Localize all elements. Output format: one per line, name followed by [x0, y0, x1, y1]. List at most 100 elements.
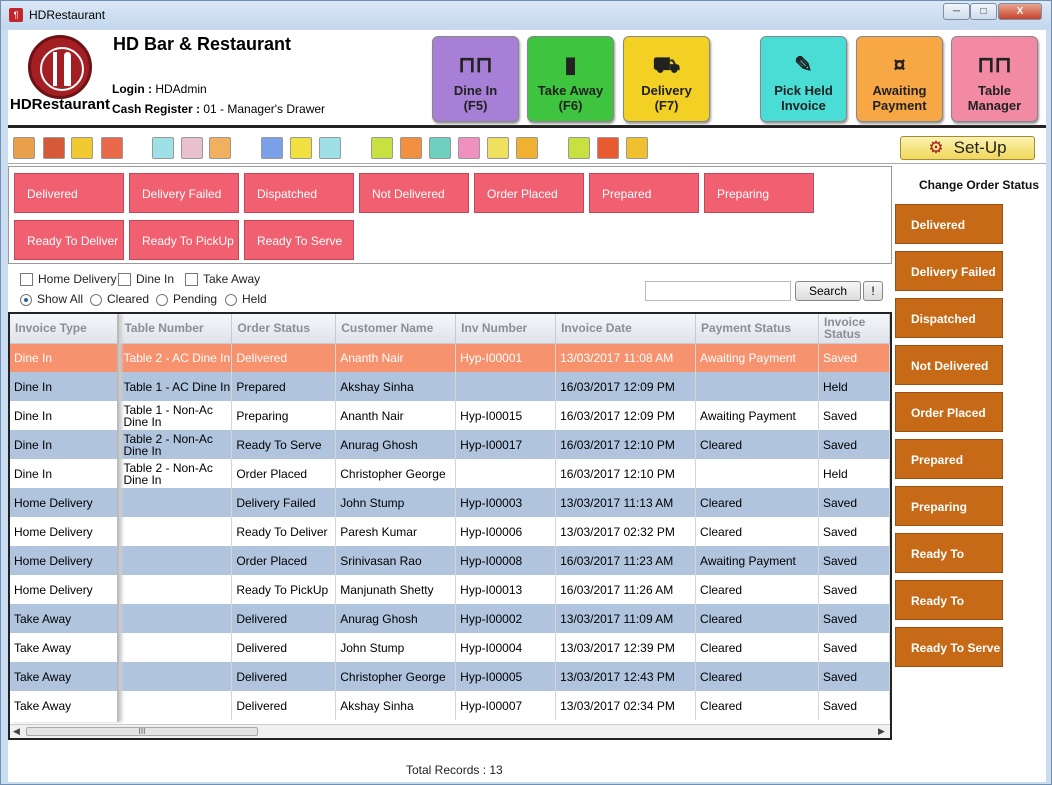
- table-row[interactable]: Take Away Delivered Anurag Ghosh Hyp-I00002…: [10, 604, 890, 633]
- money-icon: ¤: [893, 52, 906, 77]
- horizontal-scrollbar[interactable]: ◀ III ▶: [10, 724, 890, 738]
- toolbar-icon-9[interactable]: [290, 137, 312, 159]
- table-row[interactable]: Take Away Delivered Christopher George Hyp-…: [10, 662, 890, 691]
- column-header[interactable]: Invoice Type: [10, 314, 120, 344]
- delivery-button[interactable]: ⛟ Delivery (F7): [623, 36, 710, 122]
- show-all-radio[interactable]: Show All: [20, 292, 83, 306]
- table-manager-button[interactable]: ⊓⊓ Table Manager: [951, 36, 1038, 122]
- side-status-button[interactable]: Prepared: [895, 439, 1003, 479]
- filter-dispatched-button[interactable]: Dispatched: [244, 173, 354, 213]
- setup-label: Set-Up: [953, 138, 1007, 157]
- table-row[interactable]: Dine In Table 1 - Non-Ac Dine In Preparing…: [10, 401, 890, 430]
- table-cell: [118, 604, 233, 633]
- table-cell: Ready To Deliver: [231, 517, 337, 546]
- toolbar-icon-15[interactable]: [487, 137, 509, 159]
- filter-ready-to-pickup-button[interactable]: Ready To PickUp: [129, 220, 239, 260]
- side-status-button[interactable]: Ready To PickUp: [895, 580, 1003, 648]
- toolbar-icon-8[interactable]: [261, 137, 283, 159]
- maximize-button[interactable]: □: [970, 3, 997, 20]
- pending-radio[interactable]: Pending: [156, 292, 217, 306]
- filter-prepared-button[interactable]: Prepared: [589, 173, 699, 213]
- column-header[interactable]: Payment Status: [695, 314, 819, 344]
- table-row[interactable]: Take Away Delivered John Stump Hyp-I00004 13…: [10, 633, 890, 662]
- awaiting-payment-button[interactable]: ¤ Awaiting Payment: [856, 36, 943, 122]
- filter-ready-to-deliver-button[interactable]: Ready To Deliver: [14, 220, 124, 260]
- table-row[interactable]: Dine In Table 2 - Non-Ac Dine In Order Pla…: [10, 459, 890, 488]
- table-row[interactable]: Home Delivery Ready To Deliver Paresh Kuma…: [10, 517, 890, 546]
- column-header[interactable]: Invoice Date: [555, 314, 697, 344]
- scroll-left-icon[interactable]: ◀: [13, 726, 20, 736]
- toolbar-icon-11[interactable]: [371, 137, 393, 159]
- table-cell: John Stump: [335, 488, 457, 517]
- app-icon: ¶: [9, 8, 23, 22]
- home-delivery-checkbox[interactable]: Home Delivery: [20, 272, 117, 287]
- close-button[interactable]: X: [998, 3, 1042, 20]
- column-header[interactable]: Invoice Status: [818, 314, 890, 344]
- filter-delivered-button[interactable]: Delivered: [14, 173, 124, 213]
- table-row[interactable]: Dine In Table 1 - AC Dine In Prepared Aksha…: [10, 372, 890, 401]
- toolbar: ⚙ Set-Up: [8, 132, 1046, 164]
- scroll-thumb[interactable]: III: [26, 727, 258, 736]
- toolbar-icon-10[interactable]: [319, 137, 341, 159]
- toolbar-icon-16[interactable]: [516, 137, 538, 159]
- toolbar-icon-2[interactable]: [43, 137, 65, 159]
- table-cell: Saved: [818, 604, 890, 633]
- held-radio[interactable]: Held: [225, 292, 267, 306]
- header: HDRestaurant HD Bar & Restaurant Login :…: [8, 30, 1046, 128]
- toolbar-icon-18[interactable]: [597, 137, 619, 159]
- toolbar-icon-19[interactable]: [626, 137, 648, 159]
- toolbar-icon-3[interactable]: [71, 137, 93, 159]
- side-status-button[interactable]: Not Delivered: [895, 345, 1003, 385]
- table-row[interactable]: Take Away Delivered Akshay Sinha Hyp-I00007…: [10, 691, 890, 720]
- table-row[interactable]: Home Delivery Order Placed Srinivasan Rao H…: [10, 546, 890, 575]
- table-cell: Awaiting Payment: [695, 401, 819, 430]
- toolbar-icon-12[interactable]: [400, 137, 422, 159]
- toolbar-icon-14[interactable]: [458, 137, 480, 159]
- filter-delivery-failed-button[interactable]: Delivery Failed: [129, 173, 239, 213]
- column-header[interactable]: Customer Name: [335, 314, 457, 344]
- table-manager-label: Table: [978, 83, 1011, 98]
- side-status-button[interactable]: Dispatched: [895, 298, 1003, 338]
- minimize-button[interactable]: ─: [943, 3, 970, 20]
- filter-not-delivered-button[interactable]: Not Delivered: [359, 173, 469, 213]
- side-status-button[interactable]: Ready To Serve: [895, 627, 1003, 667]
- toolbar-icon-7[interactable]: [209, 137, 231, 159]
- table-cell: 13/03/2017 12:39 PM: [555, 633, 697, 662]
- table-row[interactable]: Home Delivery Delivery Failed John Stump Hy…: [10, 488, 890, 517]
- table-row[interactable]: Home Delivery Ready To PickUp Manjunath Sh…: [10, 575, 890, 604]
- filter-order-placed-button[interactable]: Order Placed: [474, 173, 584, 213]
- cleared-radio[interactable]: Cleared: [90, 292, 149, 306]
- toolbar-icon-1[interactable]: [13, 137, 35, 159]
- toolbar-icon-13[interactable]: [429, 137, 451, 159]
- pick-held-invoice-button[interactable]: ✎ Pick Held Invoice: [760, 36, 847, 122]
- cleared-label: Cleared: [107, 292, 150, 306]
- take-away-button[interactable]: ▮ Take Away (F6): [527, 36, 614, 122]
- column-header[interactable]: Inv Number: [455, 314, 557, 344]
- side-status-button[interactable]: Preparing: [895, 486, 1003, 526]
- column-header[interactable]: Order Status: [231, 314, 337, 344]
- show-all-label: Show All: [37, 292, 84, 306]
- search-button[interactable]: Search: [795, 281, 861, 301]
- cash-register-info: Cash Register : 01 - Manager's Drawer: [112, 102, 325, 116]
- table-row[interactable]: Dine In Table 2 - Non-Ac Dine In Ready To …: [10, 430, 890, 459]
- toolbar-icon-4[interactable]: [101, 137, 123, 159]
- take-away-checkbox[interactable]: Take Away: [185, 272, 260, 287]
- toolbar-icon-17[interactable]: [568, 137, 590, 159]
- scroll-right-icon[interactable]: ▶: [878, 726, 885, 736]
- table-row[interactable]: Dine In Table 2 - AC Dine In Delivered Anan…: [10, 343, 890, 372]
- side-status-button[interactable]: Ready To Deliver: [895, 533, 1003, 601]
- dine-in-checkbox[interactable]: Dine In: [118, 272, 174, 287]
- dine-in-button[interactable]: ⊓⊓ Dine In (F5): [432, 36, 519, 122]
- side-status-button[interactable]: Delivered: [895, 204, 1003, 244]
- toolbar-icon-6[interactable]: [181, 137, 203, 159]
- setup-button[interactable]: ⚙ Set-Up: [900, 136, 1035, 160]
- search-input[interactable]: [645, 281, 791, 301]
- column-header[interactable]: Table Number: [118, 314, 233, 344]
- filter-preparing-button[interactable]: Preparing: [704, 173, 814, 213]
- table-cell: Saved: [818, 488, 890, 517]
- toolbar-icon-5[interactable]: [152, 137, 174, 159]
- clear-search-button[interactable]: !: [863, 281, 883, 301]
- side-status-button[interactable]: Delivery Failed: [895, 251, 1003, 291]
- filter-ready-to-serve-button[interactable]: Ready To Serve: [244, 220, 354, 260]
- side-status-button[interactable]: Order Placed: [895, 392, 1003, 432]
